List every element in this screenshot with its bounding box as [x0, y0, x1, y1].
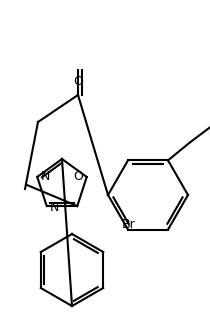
Text: Br: Br [122, 218, 136, 232]
Text: O: O [73, 75, 83, 88]
Text: O: O [73, 171, 83, 183]
Text: N: N [50, 200, 59, 214]
Text: N: N [40, 171, 50, 183]
